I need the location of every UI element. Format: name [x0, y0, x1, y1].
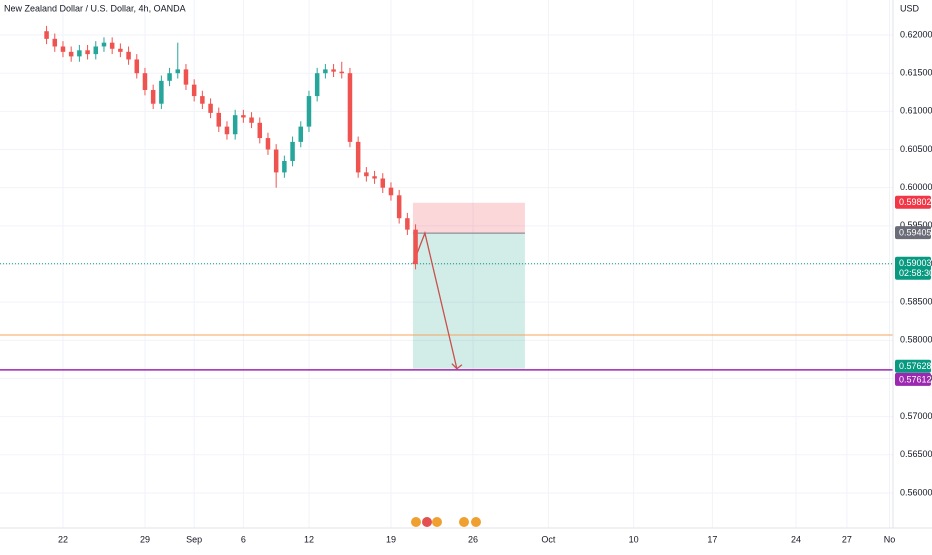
event-icon	[459, 517, 469, 527]
y-tick-label: 0.60500	[900, 144, 932, 154]
arrow-head	[451, 363, 463, 370]
candle-body	[134, 59, 140, 74]
x-tick-label: 29	[140, 534, 150, 544]
candle-body	[77, 50, 82, 57]
candle-body	[167, 73, 172, 81]
candle-body	[339, 71, 345, 74]
candles	[44, 25, 418, 270]
price-badge-label: 0.59003	[899, 258, 932, 268]
price-badge	[895, 256, 931, 280]
x-tick-label: 19	[386, 534, 396, 544]
candle-body	[380, 178, 386, 188]
candle-body	[200, 96, 205, 104]
candle-body	[314, 73, 320, 97]
candle-body	[265, 138, 271, 150]
candle-body	[93, 46, 99, 55]
x-tick-label: No	[884, 534, 896, 544]
y-tick-label: 0.57000	[900, 411, 932, 421]
candle-body	[388, 187, 394, 196]
candle-body	[347, 73, 353, 142]
candle-body	[159, 80, 164, 104]
candle-body	[150, 89, 156, 104]
x-tick-label: 26	[468, 534, 478, 544]
x-tick-label: 17	[707, 534, 717, 544]
stop-zone	[412, 202, 525, 234]
y-tick-label: 0.56000	[900, 487, 932, 497]
x-tick-label: 27	[842, 534, 852, 544]
candle-body	[175, 69, 181, 74]
price-badge-label: 0.59802	[899, 197, 932, 207]
candle-body	[413, 229, 418, 264]
event-icon	[411, 517, 421, 527]
x-tick-label: 22	[58, 534, 68, 544]
candle-body	[364, 172, 369, 177]
candle-body	[396, 195, 402, 219]
y-tick-label: 0.59500	[900, 220, 932, 230]
y-tick-label: 0.60000	[900, 182, 932, 192]
candle-body	[109, 42, 115, 49]
event-icon	[432, 517, 442, 527]
candle-body	[257, 122, 263, 139]
candle-body	[216, 112, 222, 127]
y-tick-label: 0.61000	[900, 106, 932, 116]
candle-body	[298, 126, 304, 142]
x-tick-label: Sep	[186, 534, 202, 544]
candle-body	[68, 51, 74, 57]
event-icon	[471, 517, 481, 527]
candle-body	[355, 141, 361, 173]
candle-body	[331, 69, 336, 72]
target-zone	[412, 233, 525, 369]
x-tick-label: Oct	[541, 534, 556, 544]
candle-body	[142, 73, 148, 90]
event-icons	[411, 517, 481, 527]
event-icon	[422, 517, 432, 527]
price-badge-label: 0.59405	[899, 227, 932, 237]
candle-body	[241, 115, 246, 118]
candle-body	[306, 96, 312, 127]
candle-body	[405, 218, 410, 230]
y-tick-label: 0.62000	[900, 29, 932, 39]
candle-body	[249, 117, 254, 123]
y-tick-label: 0.56500	[900, 449, 932, 459]
candle-body	[232, 115, 238, 135]
candle-body	[44, 31, 49, 39]
currency-label: USD	[900, 3, 920, 13]
candle-body	[323, 69, 328, 74]
candle-body	[118, 48, 123, 52]
overlay	[0, 202, 893, 371]
candle-body	[273, 149, 279, 173]
candle-body	[101, 42, 107, 47]
x-tick-label: 24	[791, 534, 801, 544]
chart-title: New Zealand Dollar / U.S. Dollar, 4h, OA…	[4, 3, 186, 13]
candle-body	[60, 46, 66, 52]
y-tick-label: 0.61500	[900, 68, 932, 78]
candle-body	[208, 103, 213, 113]
countdown: 02:58:30	[899, 268, 932, 278]
candle-body	[191, 84, 197, 97]
y-tick-label: 0.58500	[900, 297, 932, 307]
x-tick-label: 10	[629, 534, 639, 544]
candle-body	[372, 176, 377, 179]
candle-body	[183, 69, 189, 85]
x-tick-label: 6	[241, 534, 246, 544]
candle-body	[290, 141, 295, 161]
price-badge	[895, 359, 931, 373]
candle-body	[282, 160, 287, 173]
y-tick-label: 0.58000	[900, 335, 932, 345]
candle-body	[52, 38, 58, 47]
price-badge	[895, 372, 931, 386]
candle-body	[85, 50, 90, 55]
candle-body	[224, 126, 230, 135]
candle-body	[126, 51, 131, 60]
price-badge-label: 0.57612	[899, 374, 932, 384]
price-badge	[895, 195, 931, 209]
price-badge-label: 0.57628	[899, 361, 932, 371]
x-tick-label: 12	[304, 534, 314, 544]
price-badge	[895, 226, 931, 240]
